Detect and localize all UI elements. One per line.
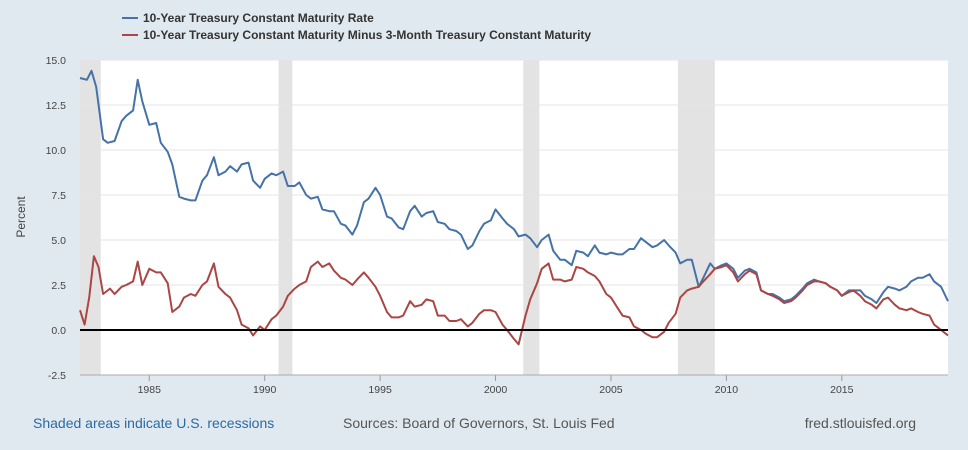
- x-tick-label: 1985: [138, 384, 162, 396]
- recession-band: [80, 60, 101, 375]
- series-line-10y-rate: [79, 69, 949, 304]
- x-tick-label: 1990: [253, 384, 277, 396]
- series-line-10y-minus-3m: [79, 255, 949, 346]
- x-tick-label: 2015: [830, 384, 854, 396]
- y-tick-label: 0.0: [51, 325, 66, 337]
- site-link[interactable]: fred.stlouisfed.org: [804, 415, 916, 431]
- y-tick-label: 12.5: [46, 100, 67, 112]
- recessions-note: Shaded areas indicate U.S. recessions: [33, 415, 275, 431]
- series-lines: [79, 69, 949, 346]
- x-tick-label: 2000: [484, 384, 508, 396]
- legend-label: 10-Year Treasury Constant Maturity Minus…: [143, 28, 591, 42]
- chart: -2.5 0.0 2.5 5.0 7.5 10.0 12.5 15.0 1985 1990 1995…: [14, 11, 949, 396]
- recession-bands: [80, 60, 715, 375]
- y-tick-label: 5.0: [51, 235, 66, 247]
- y-tick-label: 2.5: [51, 280, 66, 292]
- legend: 10-Year Treasury Constant Maturity Rate 1…: [122, 11, 591, 42]
- y-tick-label: 10.0: [46, 145, 67, 157]
- recession-band: [677, 60, 715, 375]
- plot-background: [80, 60, 948, 375]
- axes: -2.5 0.0 2.5 5.0 7.5 10.0 12.5 15.0 1985 1990 1995…: [46, 55, 948, 396]
- sources-note: Sources: Board of Governors, St. Louis F…: [343, 415, 615, 431]
- x-tick-label: 2005: [599, 384, 623, 396]
- y-tick-label: 15.0: [46, 55, 67, 67]
- recession-band: [523, 60, 540, 375]
- recession-band: [278, 60, 293, 375]
- y-tick-label: 7.5: [51, 190, 66, 202]
- y-axis-label: Percent: [14, 196, 28, 238]
- x-tick-label: 2010: [715, 384, 739, 396]
- y-tick-label: -2.5: [48, 370, 66, 382]
- x-tick-label: 1995: [368, 384, 392, 396]
- legend-label: 10-Year Treasury Constant Maturity Rate: [143, 11, 374, 25]
